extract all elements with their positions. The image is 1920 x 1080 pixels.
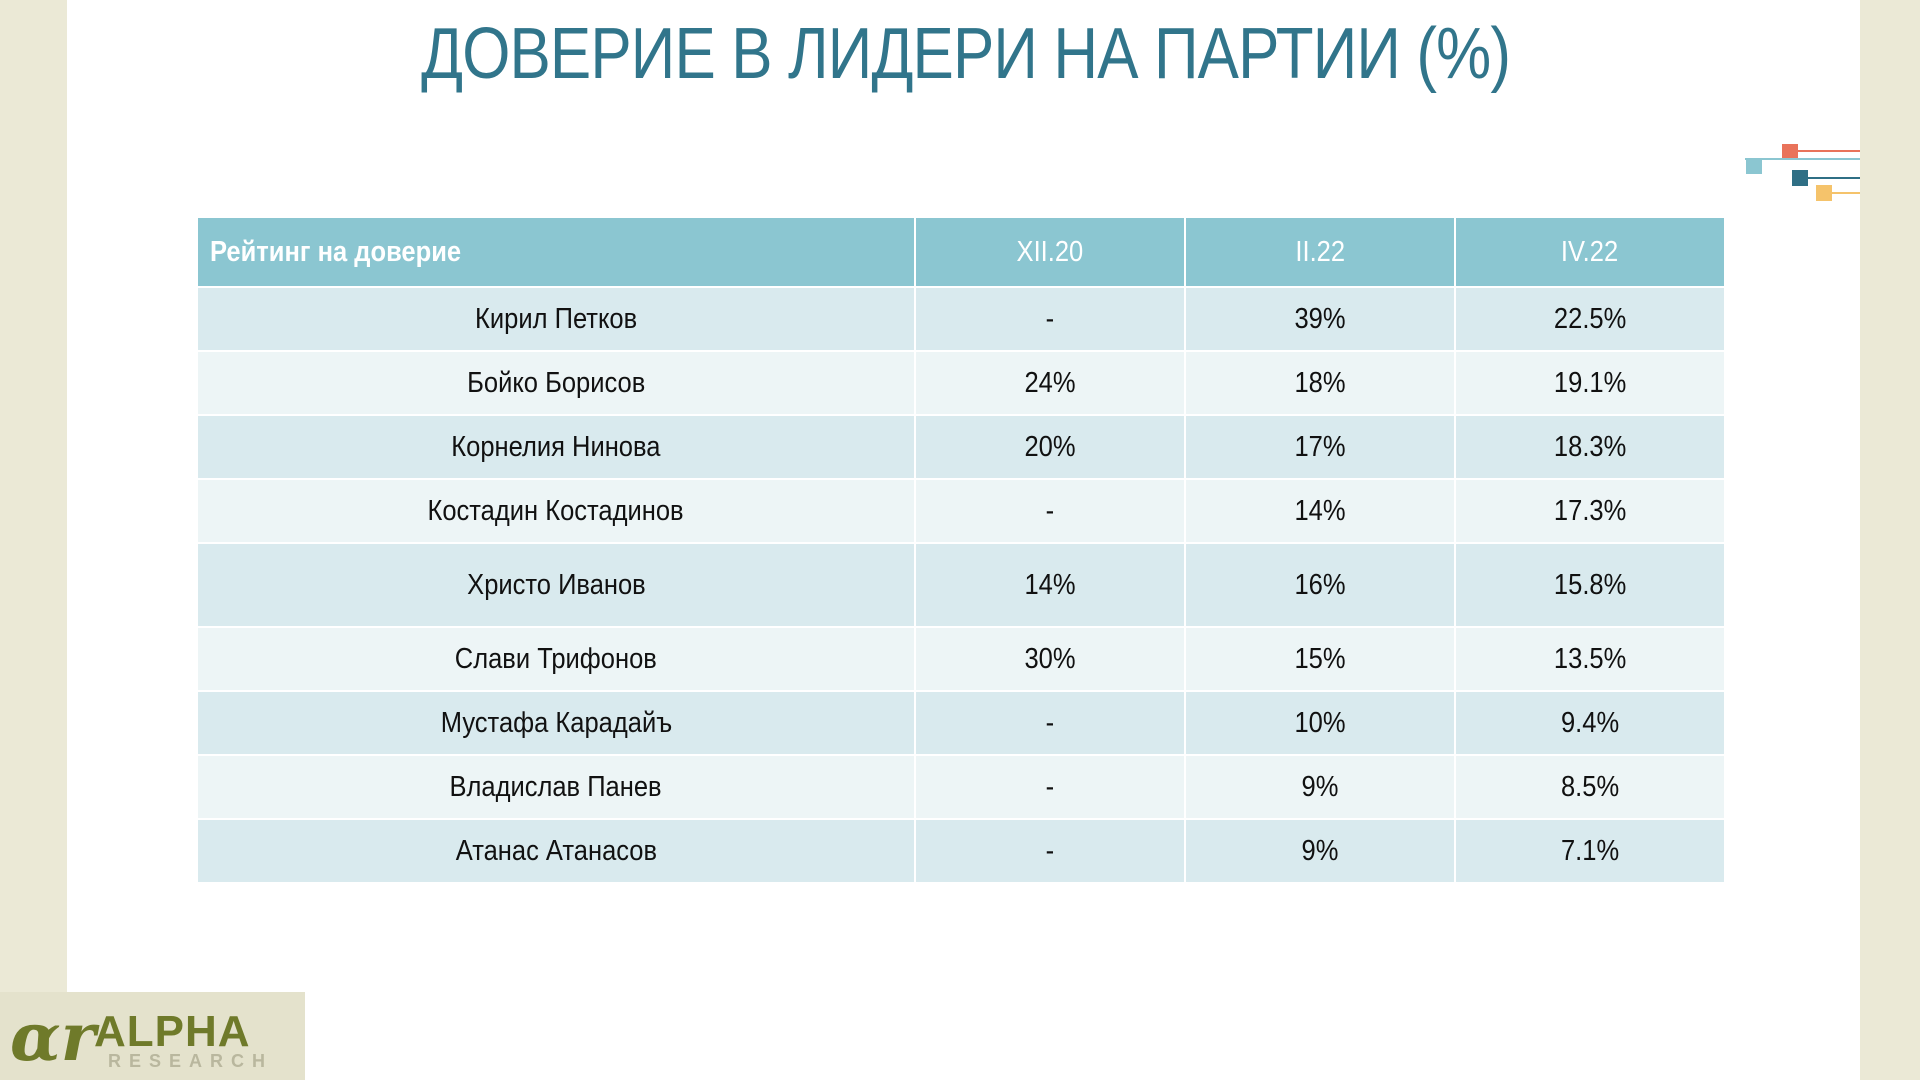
leader-name-cell: Костадин Костадинов — [196, 478, 916, 544]
value-cell: 39% — [1184, 286, 1456, 352]
table-row: Бойко Борисов 24% 18% 19.1% — [196, 350, 1726, 416]
logo-name: ALPHA — [94, 1007, 251, 1056]
header-cell-period: IV.22 — [1454, 216, 1726, 288]
value-cell: 9% — [1184, 818, 1456, 884]
value-cell: 17.3% — [1454, 478, 1726, 544]
table-row: Слави Трифонов 30% 15% 13.5% — [196, 626, 1726, 692]
alpha-logo-icon: ɑr — [10, 998, 96, 1076]
leader-name-cell: Христо Иванов — [196, 542, 916, 628]
value-cell: 18% — [1184, 350, 1456, 416]
trust-rating-table: Рейтинг на доверие XII.20 II.22 IV.22 Ки… — [196, 216, 1726, 884]
leader-name-cell: Владислав Панев — [196, 754, 916, 820]
table-header-row: Рейтинг на доверие XII.20 II.22 IV.22 — [196, 216, 1726, 288]
slide-title: ДОВЕРИЕ В ЛИДЕРИ НА ПАРТИИ (%) — [421, 14, 1511, 94]
value-cell: 7.1% — [1454, 818, 1726, 884]
value-cell: - — [914, 286, 1186, 352]
value-cell: 20% — [914, 414, 1186, 480]
table-row: Мустафа Карадайъ - 10% 9.4% — [196, 690, 1726, 756]
leader-name-cell: Слави Трифонов — [196, 626, 916, 692]
leader-name-cell: Мустафа Карадайъ — [196, 690, 916, 756]
value-cell: 16% — [1184, 542, 1456, 628]
alpha-research-logo: ɑr ALPHA RESEARCH — [0, 992, 305, 1080]
table-row: Владислав Панев - 9% 8.5% — [196, 754, 1726, 820]
header-cell-period: XII.20 — [914, 216, 1186, 288]
value-cell: - — [914, 754, 1186, 820]
value-cell: 14% — [1184, 478, 1456, 544]
value-cell: - — [914, 818, 1186, 884]
table-row: Атанас Атанасов - 9% 7.1% — [196, 818, 1726, 884]
leader-name-cell: Бойко Борисов — [196, 350, 916, 416]
value-cell: 18.3% — [1454, 414, 1726, 480]
value-cell: 15% — [1184, 626, 1456, 692]
table-row: Христо Иванов 14% 16% 15.8% — [196, 542, 1726, 628]
value-cell: 13.5% — [1454, 626, 1726, 692]
header-cell-label: Рейтинг на доверие — [196, 216, 916, 288]
leader-name-cell: Атанас Атанасов — [196, 818, 916, 884]
table-row: Кирил Петков - 39% 22.5% — [196, 286, 1726, 352]
leader-name-cell: Кирил Петков — [196, 286, 916, 352]
value-cell: - — [914, 478, 1186, 544]
value-cell: 9.4% — [1454, 690, 1726, 756]
value-cell: 19.1% — [1454, 350, 1726, 416]
header-cell-period: II.22 — [1184, 216, 1456, 288]
leader-name-cell: Корнелия Нинова — [196, 414, 916, 480]
decorative-squares-icon — [1740, 140, 1860, 210]
value-cell: 8.5% — [1454, 754, 1726, 820]
table-row: Корнелия Нинова 20% 17% 18.3% — [196, 414, 1726, 480]
value-cell: 30% — [914, 626, 1186, 692]
logo-subtitle: RESEARCH — [108, 1051, 274, 1071]
value-cell: 24% — [914, 350, 1186, 416]
value-cell: - — [914, 690, 1186, 756]
value-cell: 10% — [1184, 690, 1456, 756]
table-row: Костадин Костадинов - 14% 17.3% — [196, 478, 1726, 544]
value-cell: 15.8% — [1454, 542, 1726, 628]
value-cell: 9% — [1184, 754, 1456, 820]
value-cell: 17% — [1184, 414, 1456, 480]
value-cell: 14% — [914, 542, 1186, 628]
value-cell: 22.5% — [1454, 286, 1726, 352]
